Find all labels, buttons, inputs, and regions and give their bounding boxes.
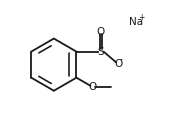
Text: O: O (114, 59, 122, 69)
Text: -: - (120, 55, 123, 64)
Text: O: O (97, 27, 105, 37)
Text: Na: Na (129, 17, 143, 27)
Text: O: O (88, 82, 97, 92)
Text: S: S (97, 47, 104, 57)
Text: +: + (138, 13, 144, 22)
